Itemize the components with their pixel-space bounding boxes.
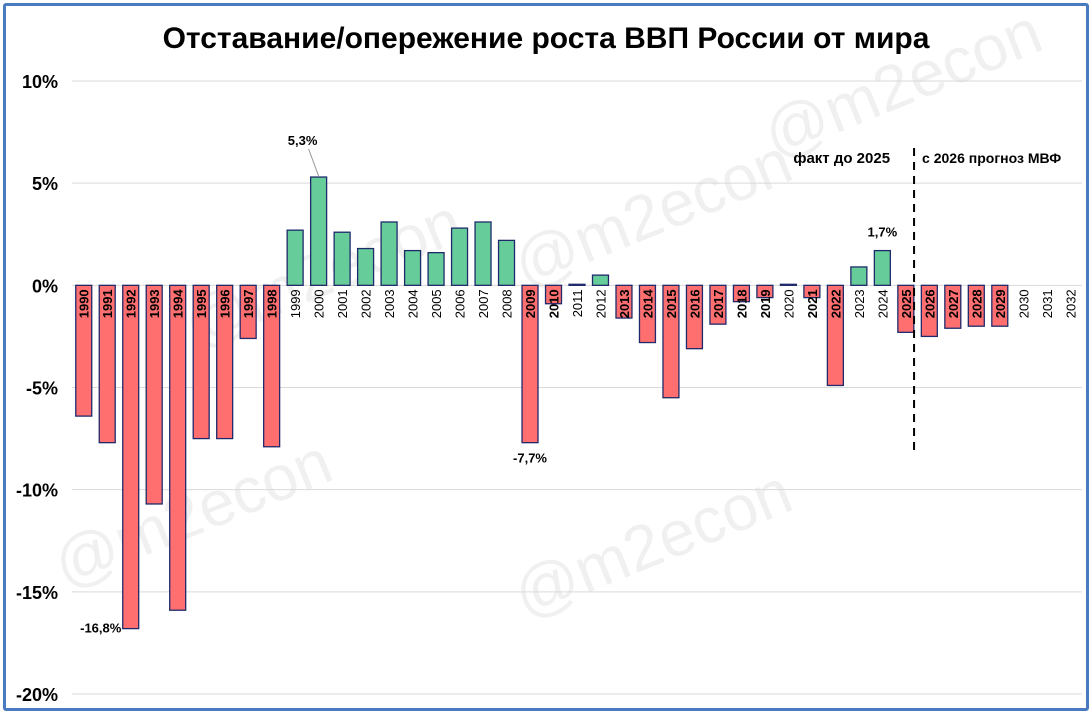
x-tick-label: 1993: [147, 289, 162, 318]
bar: [474, 221, 492, 286]
bar: [709, 284, 727, 325]
bar: [427, 251, 445, 286]
bar: [920, 284, 938, 338]
x-tick-label: 2013: [617, 289, 632, 318]
x-tick-label: 1995: [194, 289, 209, 318]
x-tick-label: 2031: [1040, 289, 1055, 318]
chart-frame: @m2econ @m2econ @m2econ @m2econ @m2econ …: [3, 3, 1089, 711]
bar: [638, 284, 657, 344]
x-tick-label: 2032: [1063, 289, 1078, 318]
y-tick-label: 10%: [22, 72, 58, 92]
x-tick-label: 2017: [711, 289, 726, 318]
x-tick-label: 2003: [382, 289, 397, 318]
y-tick-label: -5%: [26, 379, 58, 399]
x-tick-label: 2014: [640, 289, 655, 319]
x-tick-label: 2001: [335, 289, 350, 318]
bar: [991, 284, 1009, 327]
bar: [75, 284, 93, 417]
bar: [333, 231, 351, 286]
x-tick-label: 2011: [570, 289, 585, 317]
x-tick-label: 2016: [687, 289, 702, 318]
x-tick-label: 1998: [265, 289, 280, 318]
x-tick-label: 2010: [547, 289, 562, 318]
bar: [615, 284, 633, 319]
annotation-forecast: с 2026 прогноз МВФ: [922, 150, 1061, 166]
bar: [756, 284, 774, 299]
x-tick-label: 2015: [664, 289, 679, 318]
bar: [497, 239, 516, 286]
x-tick-label: 2012: [593, 289, 608, 318]
x-tick-label: 1999: [288, 289, 303, 318]
x-tick-label: 2027: [946, 289, 961, 318]
x-tick-label: 2004: [406, 289, 421, 318]
bar: [544, 284, 563, 305]
x-tick-label: 2019: [758, 289, 773, 318]
y-tick-label: 0%: [32, 276, 58, 296]
bar: [450, 227, 469, 286]
x-tick-label: 2018: [734, 289, 749, 318]
x-tick-label: 2030: [1016, 289, 1031, 318]
bar: [779, 283, 798, 286]
bar: [403, 249, 422, 286]
x-tick-label: 2007: [476, 289, 491, 318]
bar: [309, 176, 328, 286]
bar: [568, 283, 586, 286]
x-tick-label: 2029: [993, 289, 1008, 318]
bar: [286, 229, 304, 286]
bar: [380, 221, 398, 286]
data-label: 5,3%: [288, 133, 318, 148]
bar: [591, 274, 610, 286]
bar: [521, 284, 539, 444]
bar: [662, 284, 680, 399]
x-tick-label: 1990: [77, 289, 92, 318]
bar: [145, 284, 163, 505]
bar: [98, 284, 116, 444]
y-tick-label: -15%: [16, 583, 58, 603]
x-tick-label: 1997: [241, 289, 256, 318]
bar: [803, 284, 821, 299]
data-label: -7,7%: [513, 451, 547, 466]
x-tick-label: 2021: [805, 289, 820, 318]
x-tick-label: 2009: [523, 289, 538, 318]
bar: [944, 284, 962, 329]
bar: [263, 284, 281, 448]
data-label: -16,8%: [80, 621, 122, 636]
x-tick-label: 2005: [429, 289, 444, 318]
x-tick-label: 2022: [828, 289, 843, 318]
bar: [122, 284, 140, 630]
data-label-leader: [308, 148, 320, 177]
chart-title: Отставание/опережение роста ВВП России о…: [162, 22, 930, 55]
x-tick-label: 2020: [781, 289, 796, 318]
x-tick-label: 2023: [852, 289, 867, 318]
x-tick-label: 2026: [922, 289, 937, 318]
data-label: 1,7%: [868, 225, 898, 240]
bar: [826, 284, 845, 387]
x-tick-label: 1991: [100, 289, 115, 318]
annotation-fact: факт до 2025: [793, 150, 890, 167]
x-tick-label: 2025: [899, 289, 914, 318]
x-tick-label: 1992: [124, 289, 139, 318]
x-tick-label: 2006: [453, 289, 468, 318]
bar-chart: 10% 5% 0% -5% -10% -15% -20% 1990 1991 1992 1993 19…: [16, 72, 1082, 705]
bar: [192, 284, 210, 440]
x-tick-label: 2028: [969, 289, 984, 318]
x-tick-label: 2002: [359, 289, 374, 318]
x-tick-label: 2024: [875, 289, 890, 318]
bar: [239, 284, 257, 340]
bar: [216, 284, 234, 440]
x-tick-label: 1994: [171, 289, 186, 319]
y-tick-label: -20%: [16, 685, 58, 705]
y-tick-label: -10%: [16, 481, 58, 501]
x-tick-label: 2008: [500, 289, 515, 318]
bar: [850, 266, 868, 286]
bar: [967, 284, 985, 327]
x-tick-label: 2000: [312, 289, 327, 318]
bar: [873, 249, 891, 286]
x-tick-label: 1996: [218, 289, 233, 318]
y-tick-label: 5%: [32, 174, 58, 194]
bar: [732, 284, 751, 303]
bar: [685, 284, 704, 350]
bar: [169, 284, 187, 611]
bar: [356, 247, 375, 286]
